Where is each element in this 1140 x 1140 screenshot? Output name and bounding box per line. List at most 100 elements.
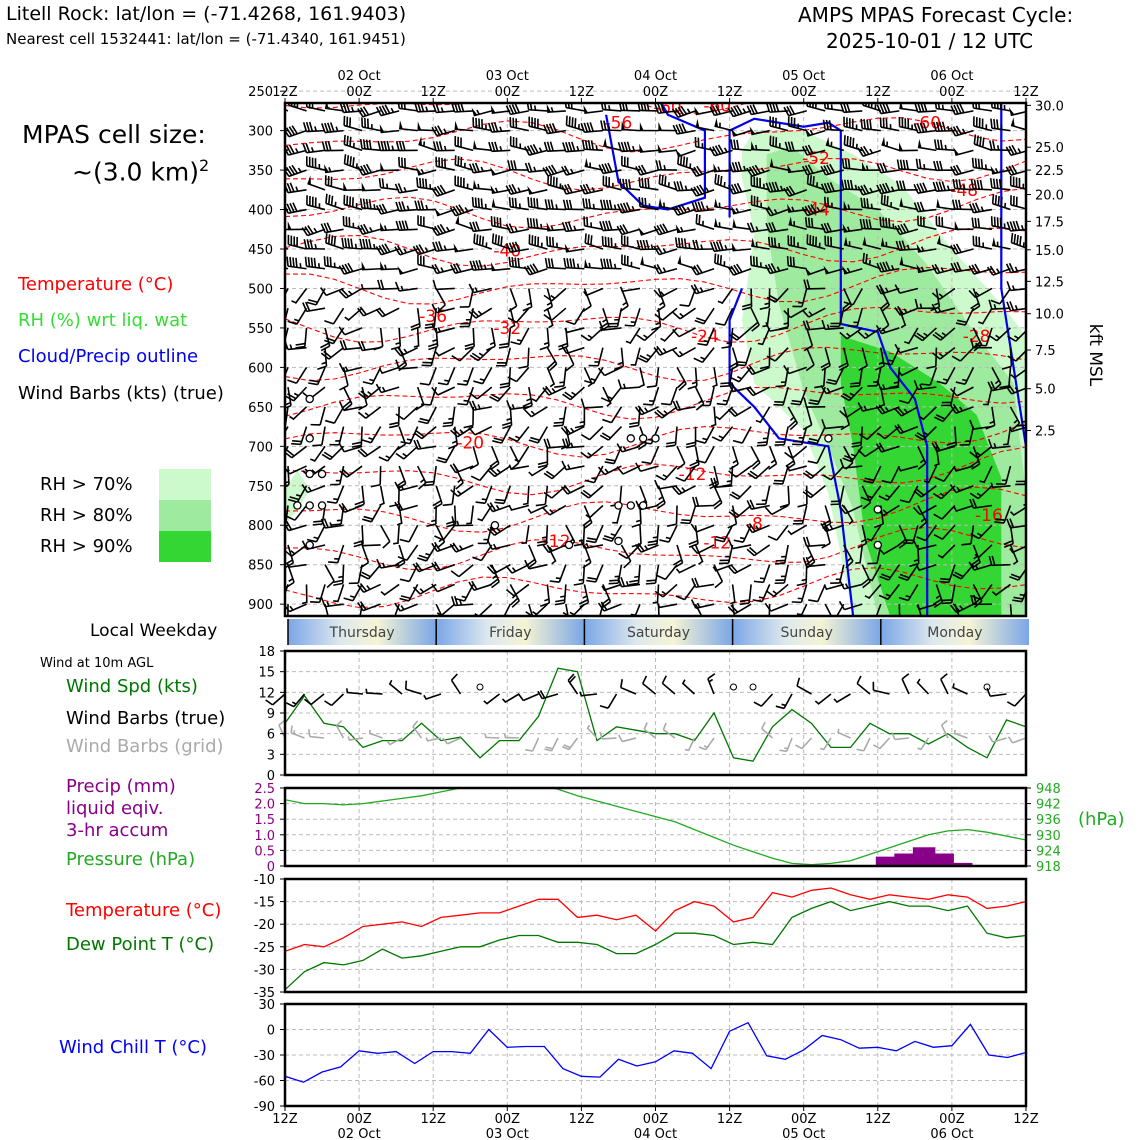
barb-full — [933, 601, 943, 608]
barb-staff — [295, 366, 308, 384]
wind-barb — [690, 184, 715, 197]
barb-full — [603, 103, 607, 110]
precip-legend-1: Precip (mm) — [66, 776, 176, 797]
barb-staff — [634, 603, 641, 616]
barb-staff — [588, 485, 604, 499]
barb-staff — [941, 544, 956, 559]
wind-barb — [857, 445, 882, 458]
barb-half — [517, 187, 521, 193]
barb-full — [751, 324, 760, 332]
barb-full — [291, 442, 301, 446]
barb-full — [603, 258, 607, 269]
barb-full — [749, 470, 759, 478]
barb-full — [326, 256, 329, 267]
barb-staff — [472, 327, 475, 347]
barb-half — [923, 332, 929, 337]
wind-barb — [295, 327, 308, 349]
barb-full — [951, 355, 961, 362]
barb-full — [286, 256, 289, 267]
barb-full — [823, 165, 830, 175]
barb-staff — [807, 243, 826, 250]
barb-full — [1009, 518, 1015, 528]
wind-barb — [431, 323, 455, 334]
barb-staff — [807, 129, 826, 137]
barb-staff — [379, 485, 385, 505]
barb-full — [647, 543, 658, 547]
wind-barb — [931, 263, 956, 275]
barb-half — [543, 341, 549, 345]
wind-barb — [526, 103, 548, 112]
barb-full — [1006, 281, 1012, 291]
wind-barb — [710, 406, 717, 427]
barb-staff — [437, 346, 456, 357]
barb-staff — [325, 242, 344, 250]
barb-full — [285, 604, 291, 613]
wind-barb — [638, 227, 659, 236]
wind-barb — [528, 234, 548, 250]
barb-staff — [862, 227, 881, 231]
barb-full — [748, 386, 757, 395]
barb-full — [384, 104, 391, 114]
barb-full — [357, 108, 364, 118]
barb-full — [529, 264, 536, 274]
barb-full — [359, 198, 363, 209]
wind-barb — [584, 233, 604, 250]
barb-half — [920, 246, 925, 252]
barb-full — [997, 195, 1000, 206]
barb-half — [829, 524, 834, 530]
barb-full — [449, 264, 456, 274]
barb-half — [884, 406, 890, 412]
barb-half — [314, 126, 318, 132]
wind-barb — [505, 583, 530, 597]
wind-barb — [431, 583, 456, 593]
barb-staff — [529, 243, 548, 250]
barb-full — [287, 320, 298, 325]
wind-barb — [395, 201, 418, 212]
barb-staff — [421, 425, 437, 440]
barb-full — [637, 103, 641, 111]
wind-barb — [324, 564, 335, 589]
barb-staff — [458, 564, 474, 578]
wind-barb — [455, 584, 474, 602]
barb-full — [932, 121, 937, 132]
barb-full — [307, 225, 314, 235]
wind-barb — [710, 477, 733, 489]
barb-staff — [658, 228, 678, 236]
barb-full — [791, 399, 802, 403]
barb-full — [433, 541, 441, 551]
wind-barb — [573, 564, 586, 586]
wind-barb — [522, 485, 530, 506]
barb-staff — [787, 485, 790, 505]
barb-full — [285, 168, 290, 177]
barb-half — [477, 518, 483, 522]
wind-barb — [473, 139, 492, 152]
wind-barb — [333, 584, 345, 603]
barb-half — [947, 125, 950, 132]
barb-half — [735, 207, 740, 213]
barb-full — [656, 225, 663, 235]
barb-full — [617, 142, 623, 152]
barb-half — [631, 205, 635, 211]
wind-barb — [490, 166, 511, 176]
wind-barb — [285, 544, 308, 557]
wind-barb — [397, 544, 419, 561]
wind-barb — [415, 386, 425, 411]
barb-full — [273, 601, 283, 602]
barb-full — [474, 197, 478, 208]
barb-half — [791, 206, 795, 212]
barb-half — [425, 552, 431, 556]
wind-barb — [624, 307, 641, 327]
barb-full — [562, 199, 567, 210]
barb-half — [459, 429, 464, 434]
barb-full — [578, 599, 589, 605]
wind-barb — [862, 252, 882, 270]
wind-barb — [413, 439, 437, 450]
barb-full — [746, 167, 753, 177]
barb-full — [365, 238, 369, 249]
wind-barb — [341, 237, 363, 250]
barb-full — [695, 239, 700, 250]
barb-full — [749, 104, 755, 115]
wind-barb — [508, 504, 530, 511]
barb-full — [359, 447, 369, 456]
wind-barb — [728, 327, 752, 341]
